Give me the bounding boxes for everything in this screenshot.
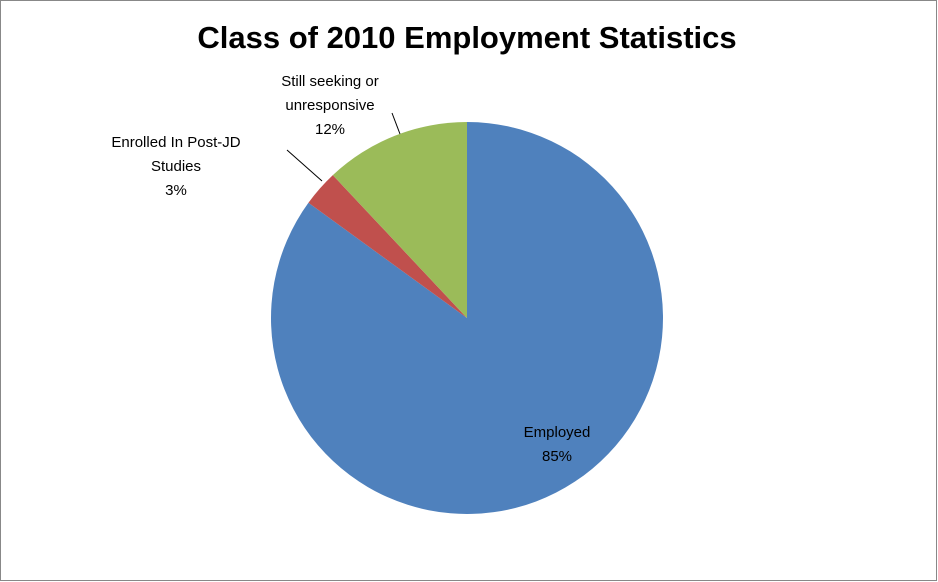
slice-label: Employed xyxy=(524,424,591,441)
pie-slice xyxy=(308,175,467,318)
leader-line xyxy=(391,112,401,135)
slice-value-label: 3% xyxy=(165,182,187,199)
chart-title: Class of 2010 Employment Statistics xyxy=(197,20,736,55)
pie-slice xyxy=(271,122,664,514)
slice-value-label: 12% xyxy=(315,121,345,138)
leader-line xyxy=(286,149,323,182)
pie-slice xyxy=(332,122,467,318)
slice-label: Still seeking or unresponsive xyxy=(281,73,379,114)
slice-value-label: 85% xyxy=(542,448,572,465)
slice-label: Enrolled In Post-JD Studies xyxy=(111,134,240,175)
